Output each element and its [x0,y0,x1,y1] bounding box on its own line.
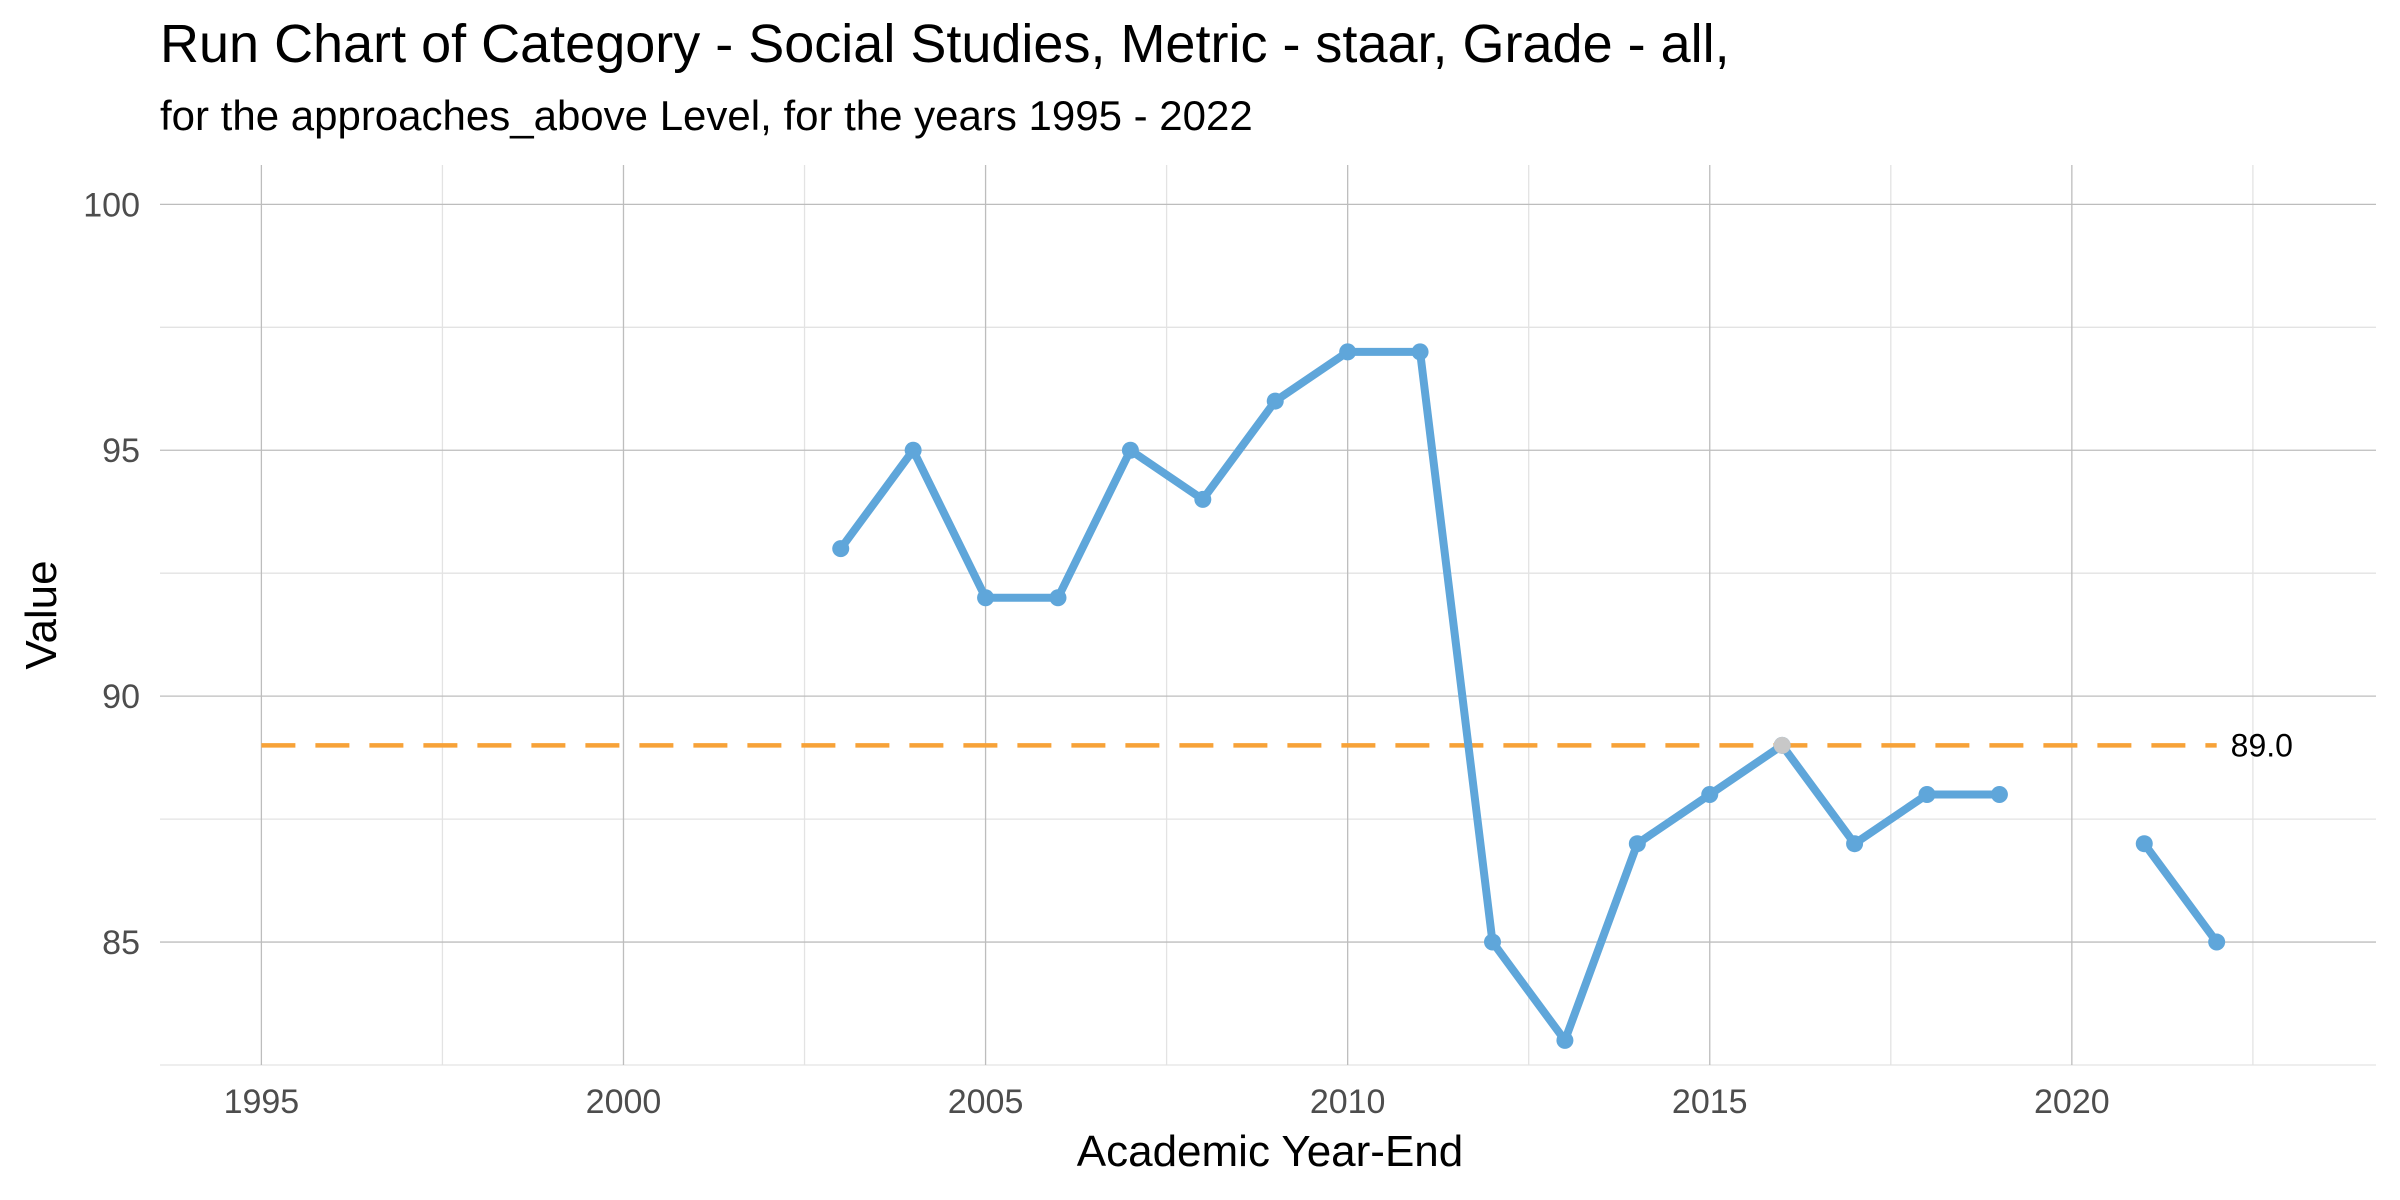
data-point [1628,835,1646,853]
y-tick-label: 90 [102,678,140,716]
data-point [2208,933,2226,951]
x-tick-label: 1995 [224,1083,300,1121]
data-point [1483,933,1501,951]
x-tick-label: 2005 [948,1083,1024,1121]
highlighted-data-point [1773,736,1791,754]
series-line [2140,839,2221,947]
data-point [832,540,850,558]
data-point [1049,589,1067,607]
x-tick-label: 2010 [1310,1083,1386,1121]
data-point [1411,343,1429,361]
data-point [1918,786,1936,804]
data-point [1846,835,1864,853]
tick-labels: 1995 2000 2005 2010 2015 2020 85 90 95 100 [83,186,2109,1121]
chart-title: Run Chart of Category - Social Studies, … [160,14,1730,74]
data-point [1990,786,2008,804]
y-tick-label: 85 [102,924,140,962]
y-axis-title: Value [17,560,66,669]
x-axis-title: Academic Year-End [1077,1127,1463,1176]
series-group [832,343,2226,1049]
chart-subtitle: for the approaches_above Level, for the … [160,92,1253,139]
x-tick-label: 2020 [2034,1083,2110,1121]
grid [160,165,2376,1066]
y-tick-label: 100 [83,186,140,224]
data-point [977,589,995,607]
data-point [2135,835,2153,853]
y-tick-label: 95 [102,432,140,470]
data-point [1194,490,1212,508]
data-point [1556,1031,1574,1049]
reference-line-group: 89.0 [261,727,2293,763]
x-tick-label: 2000 [586,1083,662,1121]
reference-line-label: 89.0 [2231,727,2293,763]
data-point [1701,786,1719,804]
data-point [1266,392,1284,410]
data-point [904,441,922,459]
data-point [1121,441,1139,459]
data-point [1339,343,1357,361]
x-tick-label: 2015 [1672,1083,1748,1121]
